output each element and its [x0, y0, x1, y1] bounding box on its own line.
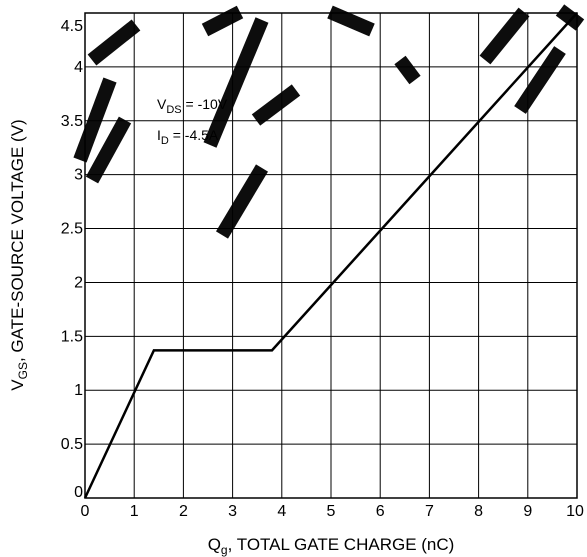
- x-tick-label: 3: [228, 503, 237, 520]
- x-tick-label: 7: [425, 503, 434, 520]
- y-tick-label: 3.5: [61, 113, 83, 130]
- grid: [85, 13, 577, 498]
- y-tick-label: 4.5: [61, 18, 83, 35]
- x-tick-label: 1: [130, 503, 139, 520]
- y-tick-label: 0: [74, 484, 83, 501]
- y-tick-label: 0.5: [61, 436, 83, 453]
- y-tick-label: 3: [74, 167, 83, 184]
- y-tick-label: 4: [74, 59, 83, 76]
- x-tick-label: 0: [81, 503, 90, 520]
- x-tick-label: 6: [376, 503, 385, 520]
- x-axis-title: Qg, TOTAL GATE CHARGE (nC): [208, 535, 455, 557]
- x-tick-label: 10: [566, 503, 584, 520]
- series-line: [83, 12, 578, 499]
- tick-labels: 0 1 2 3 4 5 6 7 8 9 10 0 0.5 1 1.5 2 2.5 3 3.5 4 4.5: [61, 18, 584, 520]
- y-axis-title: VGS, GATE-SOURCE VOLTAGE (V): [8, 119, 30, 390]
- watermark: [73, 4, 585, 239]
- y-tick-label: 2.5: [61, 221, 83, 238]
- y-tick-label: 1: [74, 382, 83, 399]
- x-tick-label: 5: [327, 503, 336, 520]
- y-tick-label: 1.5: [61, 328, 83, 345]
- annotation-id: ID = -4.5A: [157, 127, 219, 147]
- x-tick-label: 4: [277, 503, 286, 520]
- annotation-vds: VDS = -10V: [157, 96, 228, 116]
- y-tick-label: 2: [74, 274, 83, 291]
- x-tick-label: 9: [523, 503, 532, 520]
- x-tick-label: 2: [179, 503, 188, 520]
- x-tick-label: 8: [474, 503, 483, 520]
- plot-frame: [84, 12, 578, 499]
